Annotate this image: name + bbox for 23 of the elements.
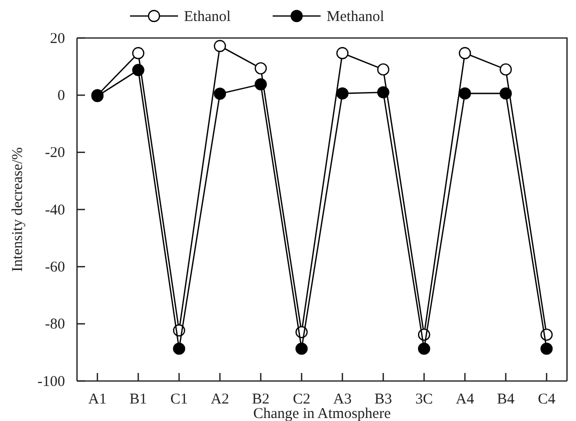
x-tick-label: A1 (88, 392, 107, 408)
x-axis-title: Change in Atmosphere (253, 406, 392, 421)
y-tick-label: 20 (50, 30, 65, 47)
y-tick-label: -100 (38, 374, 65, 390)
x-tick-label: A2 (210, 392, 230, 408)
x-tick-label: B1 (129, 392, 148, 408)
y-axis-title: Intensity decrease/% (10, 147, 26, 272)
y-tick-label: -20 (45, 145, 65, 162)
legend-label: Ethanol (184, 9, 231, 25)
x-tick-label: C4 (538, 392, 556, 408)
legend-label: Methanol (326, 9, 384, 25)
x-tick-label: B3 (374, 392, 392, 408)
y-tick-label: -60 (45, 259, 65, 276)
y-tick-label: 0 (58, 88, 65, 104)
x-tick-label: C2 (292, 392, 310, 408)
x-tick-label: A4 (456, 392, 475, 408)
x-tick-label: B2 (252, 392, 270, 408)
y-tick-label: -40 (45, 202, 65, 218)
x-tick-label: C1 (170, 392, 188, 408)
y-tick-label: -80 (45, 316, 65, 333)
x-tick-label: A3 (333, 392, 352, 408)
x-tick-label: 3C (415, 392, 433, 408)
x-tick-label: B4 (496, 392, 515, 408)
